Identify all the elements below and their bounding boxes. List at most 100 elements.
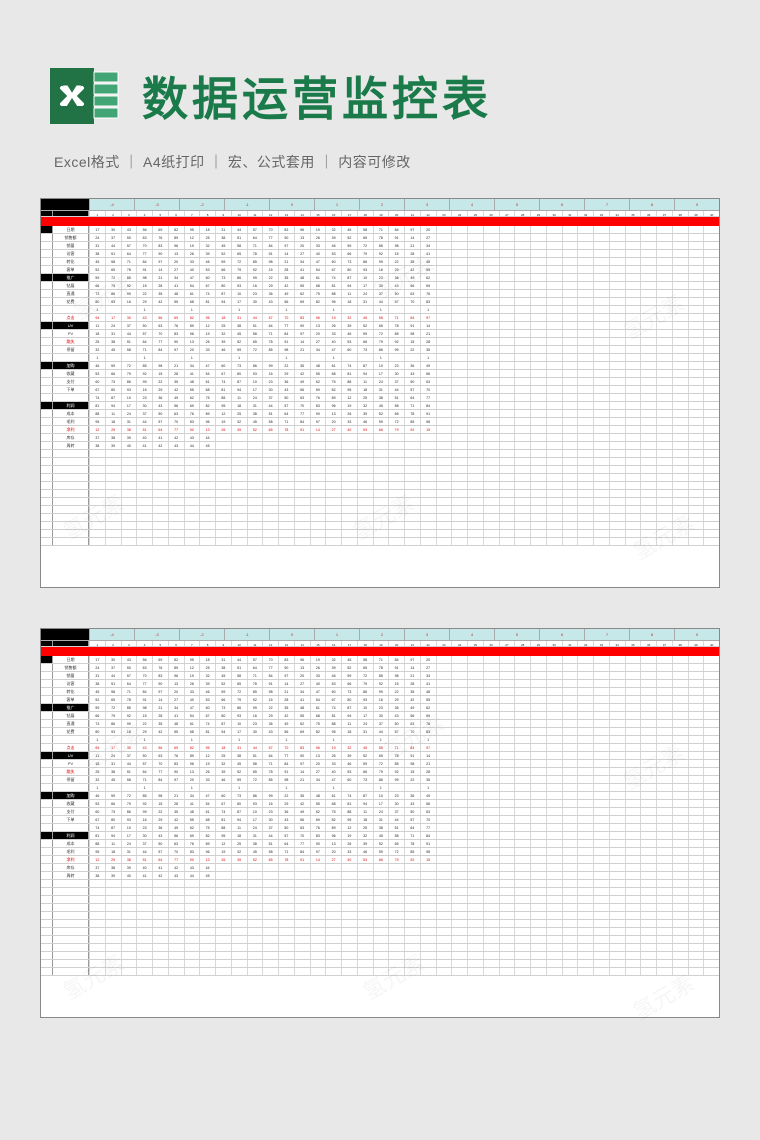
data-cell <box>656 688 672 695</box>
data-cell: 1 <box>278 784 294 791</box>
data-cell: 44 <box>373 298 389 305</box>
data-cell: 56 <box>136 226 152 233</box>
row-group-label <box>41 824 53 831</box>
data-cell: 45 <box>341 226 357 233</box>
data-cell: 41 <box>168 712 184 719</box>
data-cell: 64 <box>278 410 294 417</box>
data-cell <box>703 688 719 695</box>
data-cell <box>436 370 452 377</box>
data-cell: 45 <box>373 832 389 839</box>
data-cell: 81 <box>325 282 341 289</box>
data-cell: 46 <box>325 672 341 679</box>
data-cell <box>530 664 546 671</box>
data-cell: 54 <box>199 370 215 377</box>
row-group-label <box>41 434 53 441</box>
data-cell <box>703 712 719 719</box>
data-cell: 57 <box>404 816 420 823</box>
data-cell <box>656 848 672 855</box>
data-row: 库存3738394041424344 <box>41 864 719 872</box>
data-cell <box>436 418 452 425</box>
data-cell <box>593 402 609 409</box>
data-cell <box>483 282 499 289</box>
data-cell <box>593 872 609 879</box>
data-cell: 74 <box>325 274 341 281</box>
row-group-label <box>41 370 53 377</box>
data-cell: 25 <box>357 824 373 831</box>
data-cell <box>577 290 593 297</box>
data-cell <box>436 250 452 257</box>
data-cell: 62 <box>420 704 436 711</box>
empty-row <box>41 498 719 506</box>
data-cell: 55 <box>420 696 436 703</box>
data-cell: 33 <box>325 330 341 337</box>
data-cell <box>467 776 483 783</box>
data-cell <box>625 832 641 839</box>
data-cell: 31 <box>357 298 373 305</box>
row-metric-label <box>53 306 89 313</box>
data-cell <box>656 306 672 313</box>
data-cell <box>640 752 656 759</box>
col-index-cell: 17 <box>341 211 357 216</box>
data-cell <box>105 784 121 791</box>
data-cell <box>562 258 578 265</box>
data-cell: 97 <box>310 848 326 855</box>
data-cell: 84 <box>404 314 420 321</box>
data-cell <box>514 242 530 249</box>
data-cell <box>688 744 704 751</box>
data-cell <box>436 346 452 353</box>
data-cell: 63 <box>404 290 420 297</box>
data-cell <box>436 792 452 799</box>
col-index-cell: 21 <box>404 641 420 646</box>
data-cell <box>672 242 688 249</box>
data-cell: 84 <box>152 346 168 353</box>
data-cell <box>436 808 452 815</box>
data-cell: 68 <box>184 728 200 735</box>
data-cell <box>546 234 562 241</box>
data-cell <box>530 816 546 823</box>
data-cell <box>451 354 467 361</box>
data-cell <box>609 728 625 735</box>
data-cell: 66 <box>105 800 121 807</box>
data-cell: 84 <box>278 760 294 767</box>
data-cell: 44 <box>231 656 247 663</box>
data-cell: 25 <box>105 426 121 433</box>
data-cell: 22 <box>388 688 404 695</box>
data-cell <box>593 864 609 871</box>
data-cell: 59 <box>231 346 247 353</box>
data-row: PV18314457708396193245587184972033465972… <box>41 330 719 338</box>
data-cell: 78 <box>262 768 278 775</box>
data-cell: 94 <box>89 744 105 751</box>
data-cell <box>530 728 546 735</box>
data-cell <box>530 306 546 313</box>
data-cell <box>593 394 609 401</box>
col-index-cell: 3 <box>121 211 137 216</box>
data-row: 净利12253851647790132639526578911427405366… <box>41 856 719 864</box>
col-index-cell: 29 <box>530 211 546 216</box>
data-cell: 67 <box>215 800 231 807</box>
data-cell: 18 <box>199 226 215 233</box>
data-cell: 68 <box>199 386 215 393</box>
data-cell: 72 <box>231 258 247 265</box>
data-cell: 44 <box>388 816 404 823</box>
data-cell: 40 <box>310 680 326 687</box>
data-cell <box>640 800 656 807</box>
data-cell: 96 <box>168 672 184 679</box>
data-cell <box>436 760 452 767</box>
data-cell <box>499 242 515 249</box>
data-cell: 46 <box>199 688 215 695</box>
data-cell: 39 <box>105 442 121 449</box>
row-metric-label: 毛利 <box>53 418 89 425</box>
data-cell <box>514 848 530 855</box>
data-cell: 29 <box>152 386 168 393</box>
data-cell: 45 <box>215 672 231 679</box>
svg-text:X: X <box>62 80 82 113</box>
data-row: 销量31445770839619324558718497203346597285… <box>41 242 719 250</box>
data-cell: 46 <box>215 346 231 353</box>
data-cell: 17 <box>247 386 263 393</box>
data-cell <box>609 720 625 727</box>
row-metric-label: 净利 <box>53 856 89 863</box>
data-cell: 80 <box>341 266 357 273</box>
data-cell <box>530 832 546 839</box>
data-cell <box>609 442 625 449</box>
data-cell: 67 <box>199 712 215 719</box>
